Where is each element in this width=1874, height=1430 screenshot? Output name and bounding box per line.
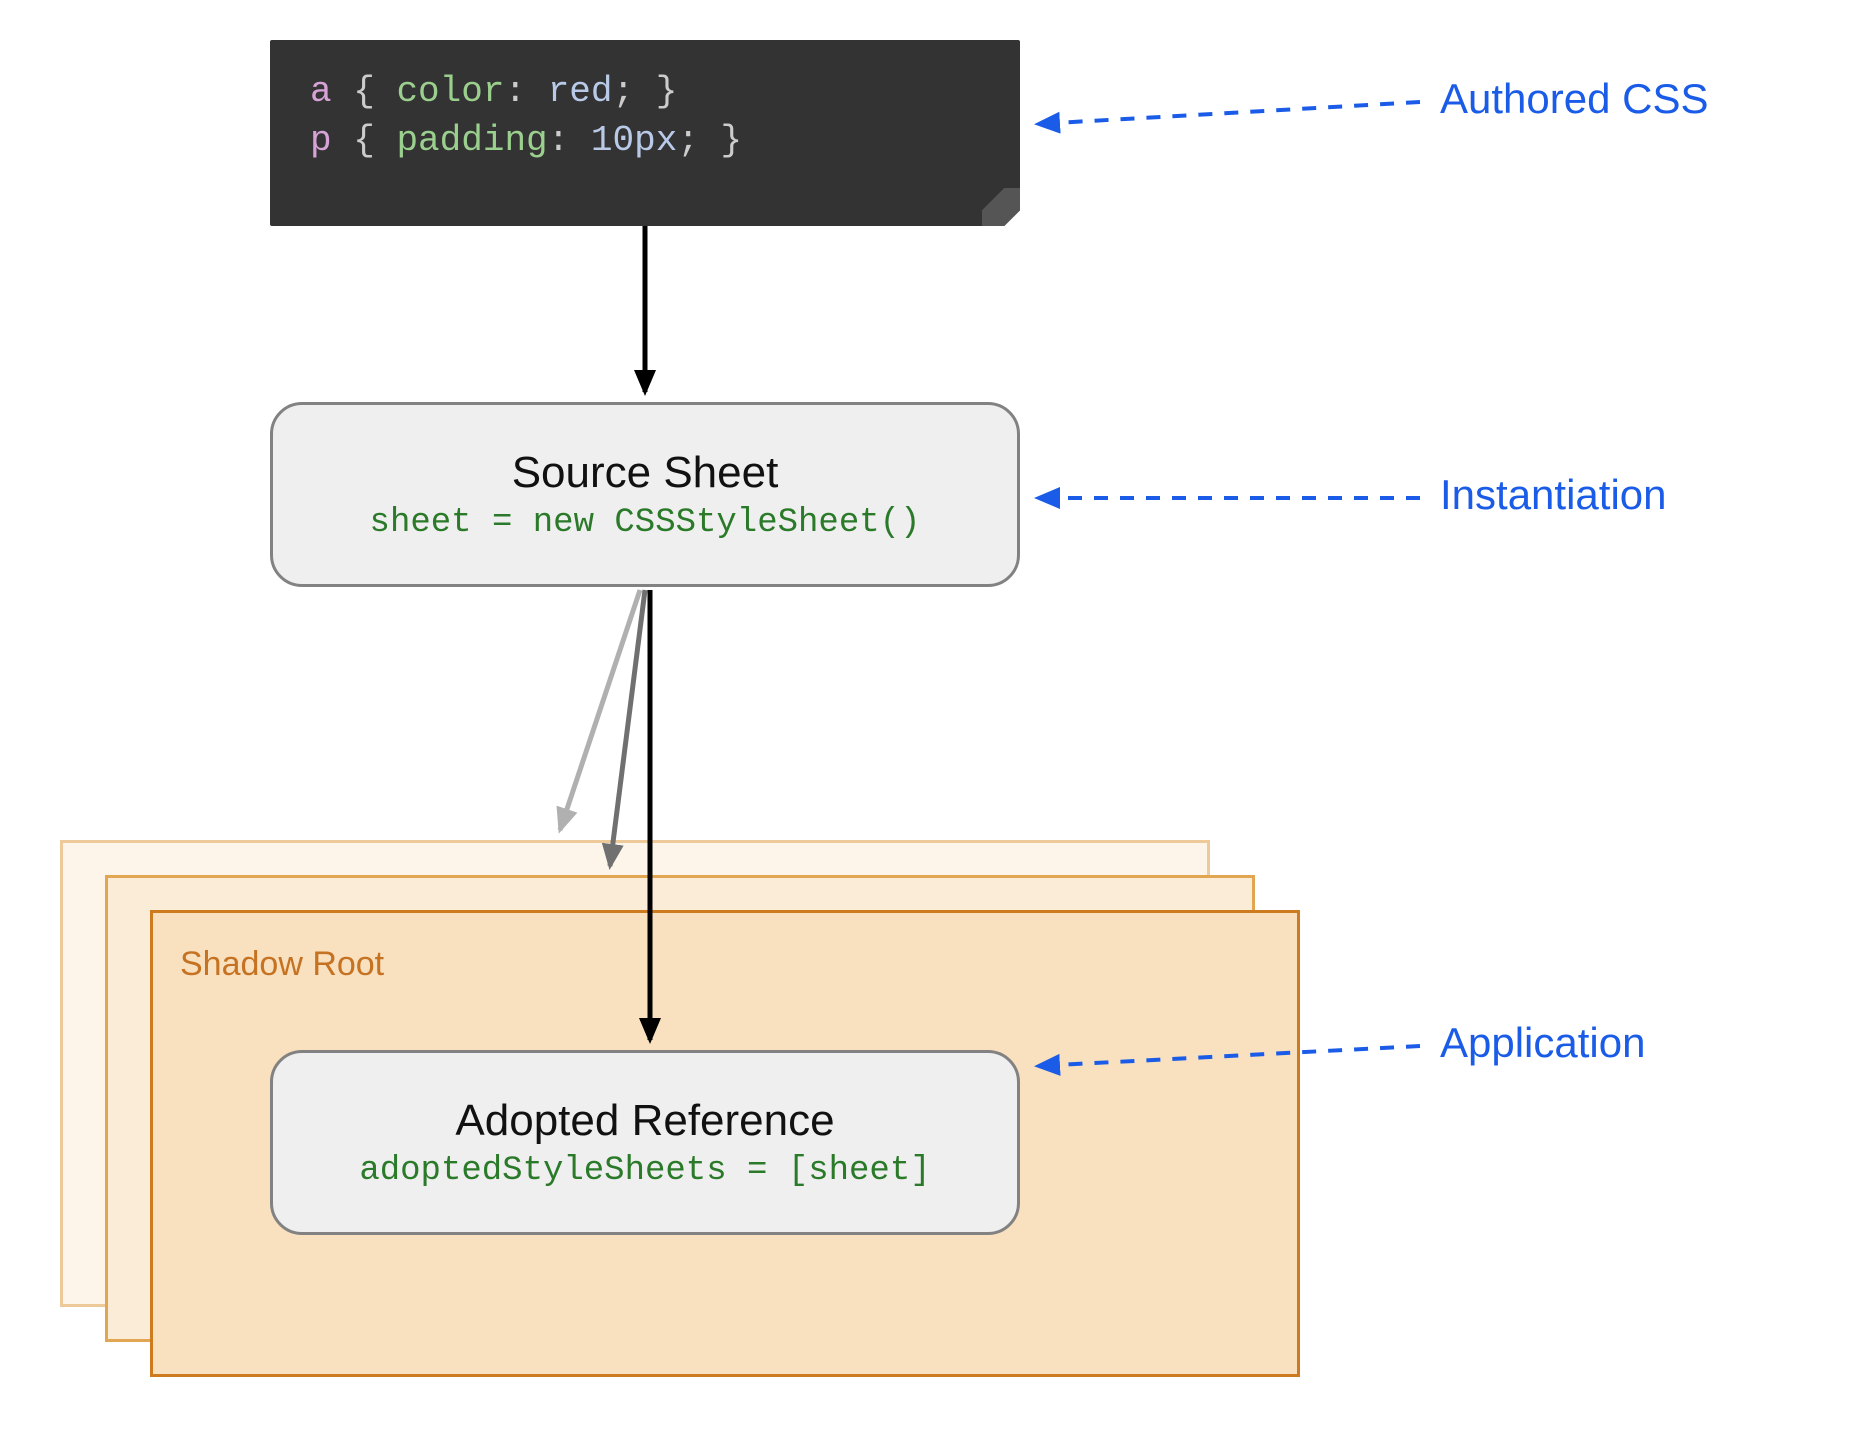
code-token: }	[721, 120, 743, 161]
code-token: ;	[613, 71, 656, 112]
code-token: p	[310, 120, 353, 161]
code-token: :	[548, 120, 591, 161]
code-line: a { color: red; }	[310, 68, 980, 117]
source-sheet-title: Source Sheet	[512, 448, 779, 498]
source-sheet-code: sheet = new CSSStyleSheet()	[370, 504, 921, 542]
arrow-line	[1038, 102, 1420, 124]
shadow-root-label: Shadow Root	[180, 945, 384, 984]
code-token: color	[396, 71, 504, 112]
code-token: red	[548, 71, 613, 112]
code-token: {	[353, 120, 396, 161]
annotation-authored-css: Authored CSS	[1440, 75, 1709, 123]
code-token: }	[656, 71, 678, 112]
code-lines: a { color: red; }p { padding: 10px; }	[310, 68, 980, 165]
code-token: :	[504, 71, 547, 112]
adopted-reference-title: Adopted Reference	[455, 1096, 834, 1146]
diagram-canvas: a { color: red; }p { padding: 10px; } So…	[0, 0, 1874, 1430]
code-token: a	[310, 71, 353, 112]
annotation-application: Application	[1440, 1019, 1645, 1067]
source-sheet-node: Source Sheet sheet = new CSSStyleSheet()	[270, 402, 1020, 587]
code-token: ;	[677, 120, 720, 161]
arrow-line	[610, 590, 645, 866]
code-token: 10px	[591, 120, 677, 161]
adopted-reference-code: adoptedStyleSheets = [sheet]	[359, 1152, 930, 1190]
code-line: p { padding: 10px; }	[310, 117, 980, 166]
code-token: padding	[396, 120, 547, 161]
code-token: {	[353, 71, 396, 112]
adopted-reference-node: Adopted Reference adoptedStyleSheets = […	[270, 1050, 1020, 1235]
code-block-node: a { color: red; }p { padding: 10px; }	[270, 40, 1020, 226]
dog-ear-icon	[982, 188, 1020, 226]
annotation-instantiation: Instantiation	[1440, 471, 1667, 519]
arrow-line	[560, 590, 640, 830]
